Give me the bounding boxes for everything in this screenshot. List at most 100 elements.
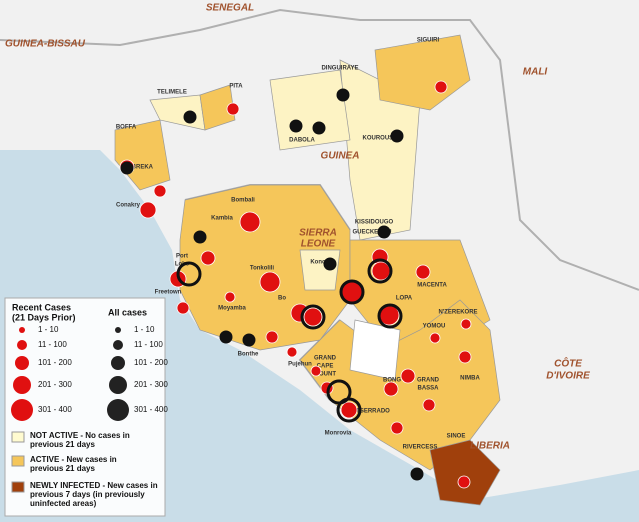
case-marker — [239, 211, 261, 233]
place-label: Bonthe — [238, 352, 259, 358]
place-label: MOUNT — [314, 372, 336, 378]
legend-label: 201 - 300 — [134, 380, 168, 389]
legend-label: NEWLY INFECTED - New cases in — [30, 481, 158, 490]
case-marker — [422, 398, 436, 412]
case-marker — [390, 421, 404, 435]
legend-swatch — [11, 481, 25, 493]
legend-label: 301 - 400 — [134, 405, 168, 414]
legend-label: uninfected areas) — [30, 499, 97, 508]
place-label: Bombali — [231, 198, 255, 204]
legend-swatch — [11, 431, 25, 443]
legend-swatch — [15, 356, 29, 370]
legend-label: 301 - 400 — [38, 405, 72, 414]
place-label: Conakry — [116, 203, 141, 209]
case-marker — [460, 318, 472, 330]
all-cases-marker — [219, 330, 233, 344]
case-marker — [458, 350, 472, 364]
case-marker — [383, 381, 399, 397]
place-label: BASSA — [417, 386, 439, 392]
case-marker — [286, 346, 298, 358]
place-label: Port — [176, 254, 188, 260]
all-cases-marker — [367, 258, 393, 284]
case-marker — [340, 401, 358, 419]
country-label: SENEGAL — [206, 3, 254, 14]
country-label: LIBERIA — [470, 441, 510, 452]
legend-swatch — [19, 327, 25, 333]
place-label: YOMOU — [423, 324, 446, 330]
legend-label: previous 7 days (in previously — [30, 490, 145, 499]
place-label: Tonkolili — [250, 266, 275, 272]
place-label: NIMBA — [460, 376, 480, 382]
country-label: SIERRA — [299, 228, 337, 239]
legend-label: 201 - 300 — [38, 380, 72, 389]
legend-label: 1 - 10 — [134, 325, 155, 334]
legend-swatch — [111, 356, 125, 370]
legend-label: 11 - 100 — [134, 340, 163, 349]
case-marker — [400, 368, 416, 384]
country-label: GUINEA — [321, 151, 360, 162]
place-label: Monrovia — [325, 431, 352, 437]
case-marker — [303, 307, 323, 327]
legend-label: 1 - 10 — [38, 325, 59, 334]
place-label: KOUROUSSA — [362, 136, 402, 142]
country-label: LEONE — [301, 239, 336, 250]
place-label: Moyamba — [218, 306, 246, 312]
all-cases-marker — [176, 261, 202, 287]
all-cases-marker — [390, 129, 404, 143]
country-label: CÔTE — [554, 357, 582, 370]
place-label: BONG — [383, 378, 401, 384]
case-marker — [153, 184, 167, 198]
case-marker — [176, 301, 190, 315]
all-cases-marker — [377, 303, 403, 329]
legend-label: 101 - 200 — [134, 358, 168, 367]
place-label: N'ZEREKORE — [438, 310, 477, 316]
legend-swatch — [115, 327, 121, 333]
case-marker — [429, 332, 441, 344]
place-label: MONTSERRADO — [342, 409, 390, 415]
all-cases-marker — [289, 119, 303, 133]
legend-label: previous 21 days — [30, 440, 95, 449]
all-cases-marker — [377, 225, 391, 239]
place-label: CAPE — [317, 364, 334, 370]
all-cases-marker — [300, 304, 326, 330]
place-label: PITA — [229, 84, 243, 90]
legend-swatch — [11, 455, 25, 467]
legend-swatch — [11, 399, 33, 421]
place-label: BOFFA — [116, 125, 137, 131]
legend-title: (21 Days Prior) — [12, 312, 76, 322]
place-label: DABOLA — [289, 138, 315, 144]
case-marker — [434, 80, 448, 94]
place-label: GRAND — [417, 378, 440, 384]
legend-title: Recent Cases — [12, 302, 71, 312]
legend-title: All cases — [108, 307, 147, 317]
country-label: GUINEA-BISSAU — [5, 39, 86, 50]
all-cases-marker — [336, 88, 350, 102]
country-label: D'IVOIRE — [546, 371, 590, 382]
legend-swatch — [107, 399, 129, 421]
legend-swatch — [113, 340, 123, 350]
country-label: MALI — [523, 67, 548, 78]
place-label: Kono — [310, 260, 326, 266]
case-marker — [415, 264, 431, 280]
case-marker — [200, 250, 216, 266]
legend-swatch — [17, 340, 27, 350]
case-marker — [224, 291, 236, 303]
case-marker — [226, 102, 240, 116]
case-marker — [259, 271, 281, 293]
case-marker — [265, 330, 279, 344]
legend-swatch — [109, 376, 127, 394]
legend-label: 11 - 100 — [38, 340, 67, 349]
all-cases-marker — [339, 279, 365, 305]
legend-swatch — [13, 376, 31, 394]
all-cases-marker — [336, 397, 362, 423]
all-cases-marker — [120, 161, 134, 175]
place-label: SIGUIRI — [417, 38, 440, 44]
all-cases-marker — [242, 333, 256, 347]
place-label: MACENTA — [417, 283, 447, 289]
legend-label: previous 21 days — [30, 464, 95, 473]
place-label: GUECKEDOU — [352, 230, 391, 236]
place-label: KISSIDOUGO — [355, 220, 394, 226]
all-cases-marker — [183, 110, 197, 124]
case-marker — [139, 201, 157, 219]
all-cases-marker — [410, 467, 424, 481]
